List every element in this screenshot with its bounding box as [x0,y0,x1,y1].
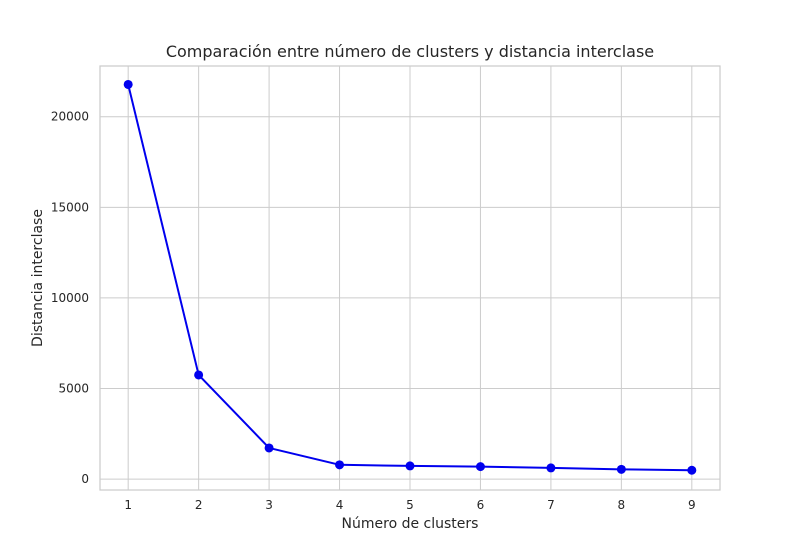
x-tick-label: 5 [406,498,414,512]
y-tick-label: 5000 [58,382,89,396]
x-tick-label: 6 [477,498,485,512]
chart-title: Comparación entre número de clusters y d… [166,42,654,61]
x-axis-label: Número de clusters [342,516,479,532]
x-tick-label: 8 [618,498,626,512]
data-point [405,461,415,471]
series-group [123,79,697,475]
y-tick-label: 0 [81,472,89,486]
data-point [264,443,274,453]
data-point [687,465,697,475]
data-point [475,462,485,472]
x-tick-label: 3 [265,498,273,512]
data-point [335,460,345,470]
data-point [123,79,133,89]
data-point [194,370,204,380]
data-point [546,463,556,473]
x-tick-labels: 1 2 3 4 5 6 7 8 9 [124,498,695,512]
y-tick-label: 20000 [51,110,89,124]
y-tick-labels: 0 5000 10000 15000 20000 [51,110,89,486]
x-tick-label: 1 [124,498,132,512]
x-tick-label: 9 [688,498,696,512]
x-tick-label: 4 [336,498,344,512]
x-gridlines [127,66,693,490]
y-tick-label: 15000 [51,200,89,214]
x-tick-label: 2 [195,498,203,512]
y-gridlines [100,116,720,480]
y-axis-label: Distancia interclase [30,209,46,347]
data-point [616,464,626,474]
x-tick-label: 7 [547,498,555,512]
y-tick-label: 10000 [51,291,89,305]
